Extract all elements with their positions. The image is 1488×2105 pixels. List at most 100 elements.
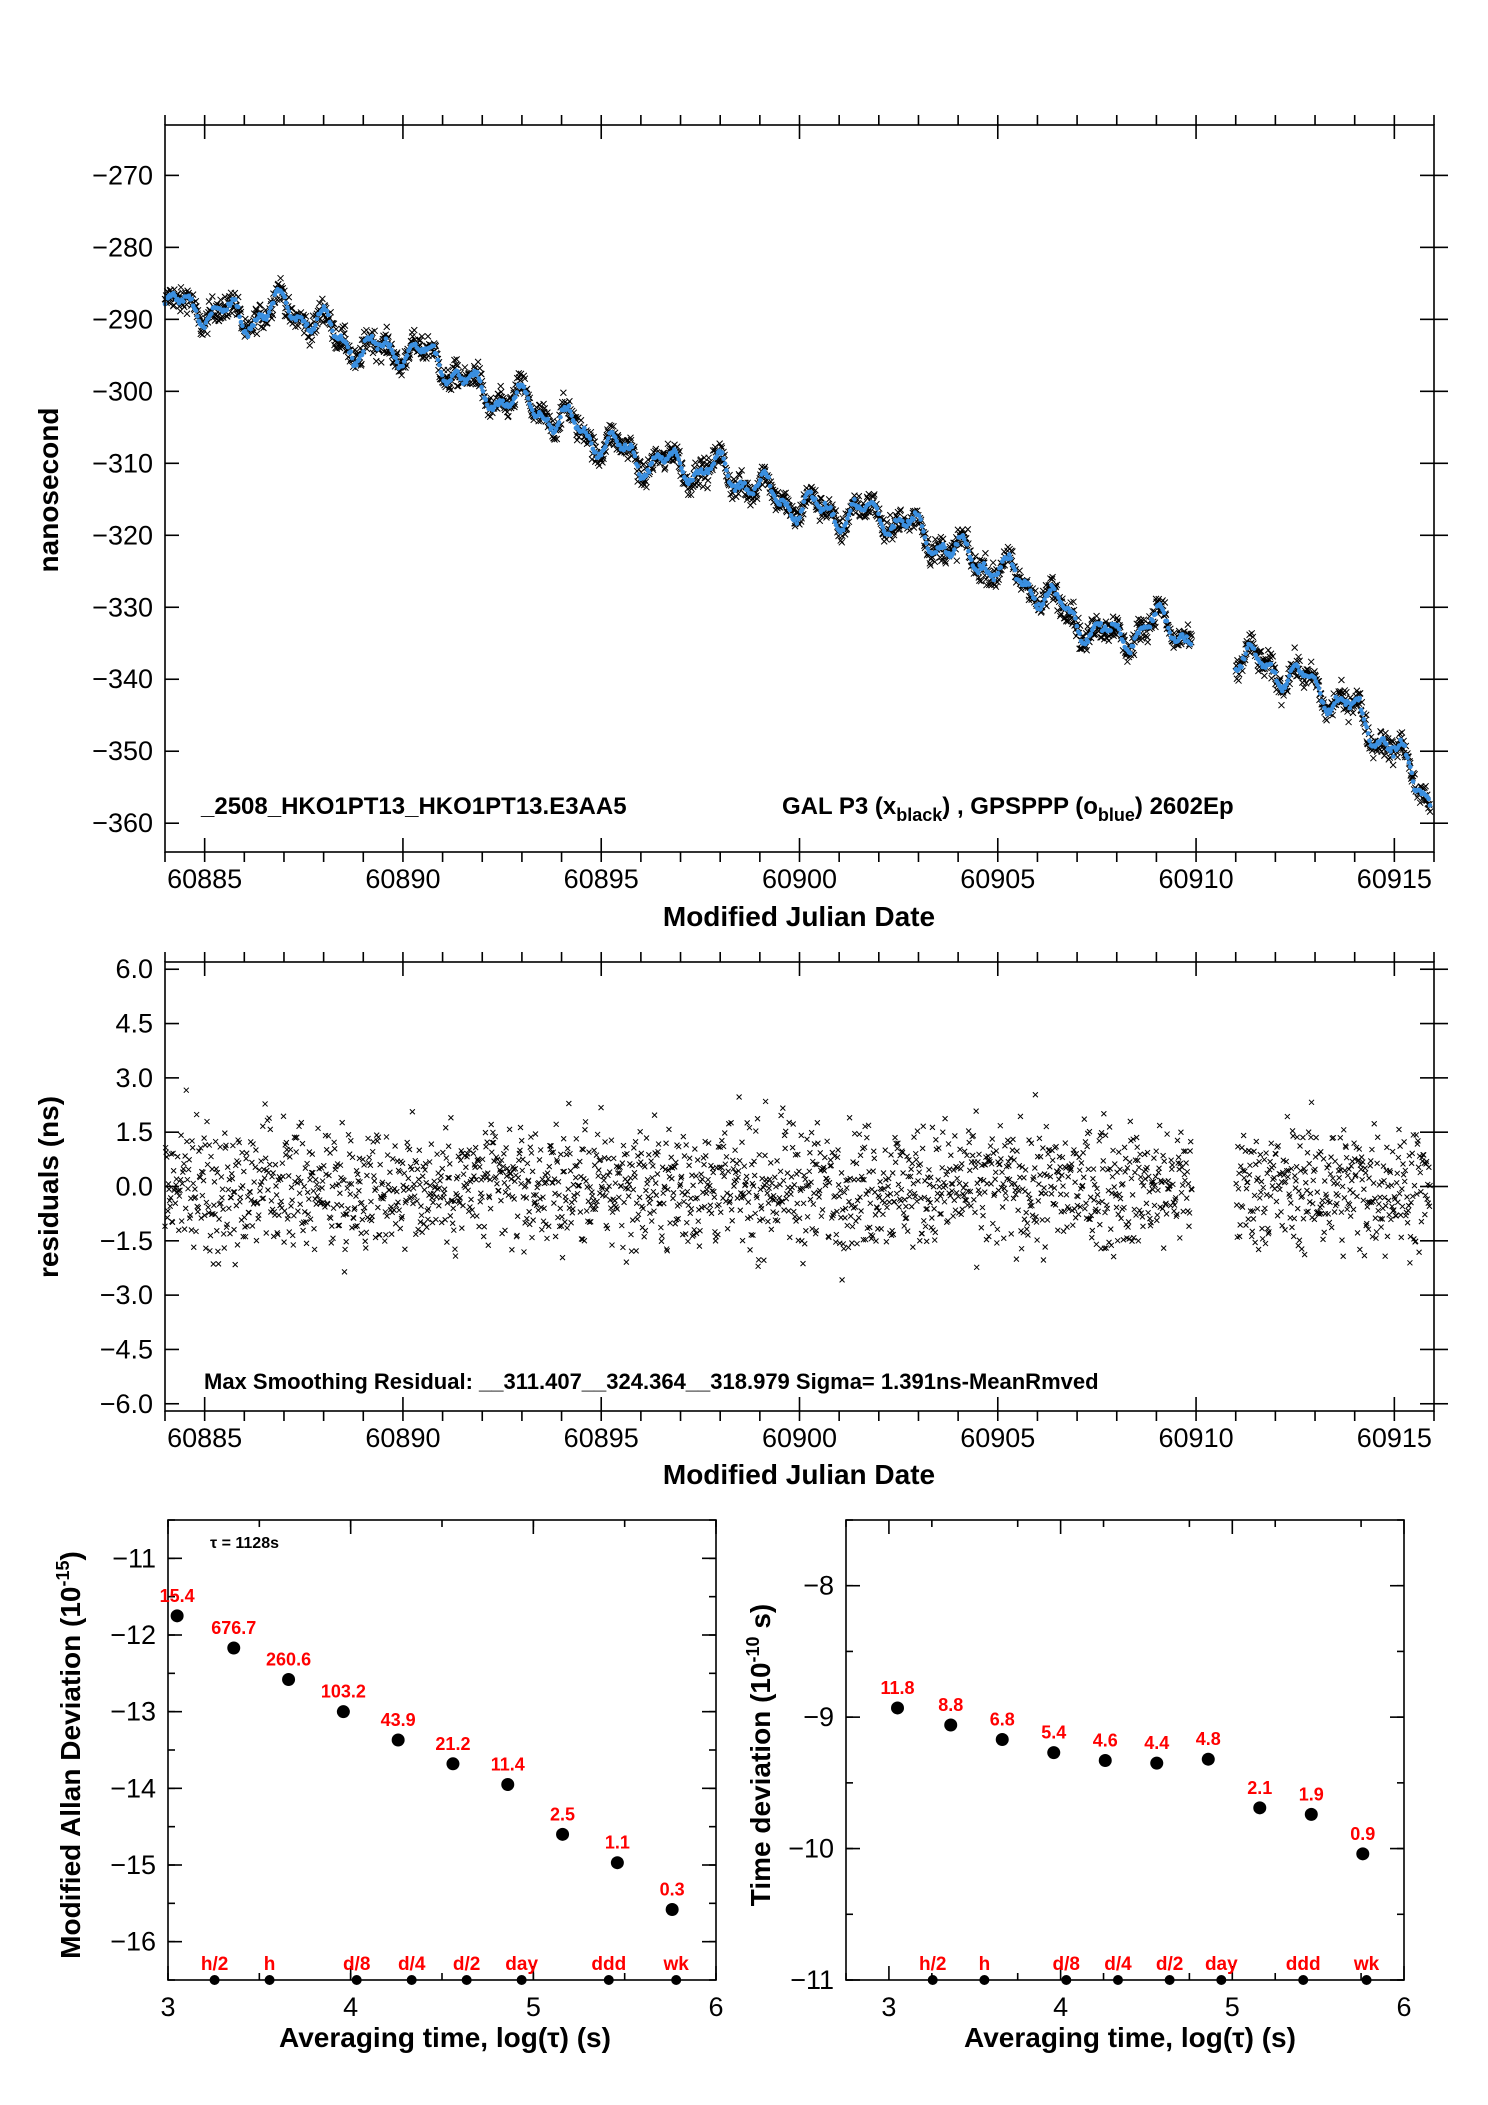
residual-point [983,1236,990,1243]
gpsppp-point [1147,624,1153,630]
residual-point [896,1204,902,1210]
gpsppp-point [794,521,800,526]
residual-point [989,1136,996,1142]
gal-p3-point [1144,638,1152,646]
residual-point [852,1204,859,1210]
gal-p3-point [1338,676,1345,684]
residual-point [315,1125,321,1132]
gal-p3-point [982,549,989,557]
gal-p3-point [1067,614,1075,622]
gpsppp-point [847,508,853,514]
gal-p3-point [577,416,585,424]
residual-point [225,1186,232,1193]
residual-point [1086,1128,1093,1135]
residual-point [366,1154,373,1161]
residual-point [1028,1140,1035,1147]
residual-point [849,1223,856,1230]
gpsppp-point [193,308,199,313]
residual-point [1023,1226,1030,1232]
residual-point [755,1256,762,1263]
gpsppp-point [480,389,486,394]
residual-point [381,1238,388,1244]
gpsppp-point [1161,610,1167,616]
gpsppp-point [324,308,330,314]
residual-point [1063,1191,1070,1198]
gal-p3-point [790,506,798,514]
residual-point [763,1180,770,1186]
residual-point [652,1180,659,1186]
residual-point [836,1193,843,1200]
residual-point [616,1194,622,1201]
phase-legend-text: GAL P3 (xblack) , GPSPPP (oblue) 2602Ep [782,793,1234,825]
residual-point [288,1184,295,1191]
gal-p3-point [505,412,512,420]
residual-point [384,1152,391,1158]
residual-point [544,1235,550,1242]
residual-point [445,1143,452,1150]
gpsppp-point [1295,664,1301,669]
residual-point [305,1196,312,1202]
gpsppp-point [1360,711,1365,716]
residual-point [303,1240,310,1247]
gpsppp-point [750,491,756,497]
residual-point [314,1181,320,1188]
residual-point [801,1240,808,1247]
residual-point [681,1198,687,1205]
gal-p3-point [294,322,302,330]
gal-p3-point [866,509,874,516]
residual-point [1174,1137,1181,1144]
legend-sub-blue: blue [1098,805,1135,825]
residual-point [958,1161,965,1167]
residual-point [811,1190,817,1197]
residual-point [585,1198,592,1205]
residual-point [1139,1214,1146,1220]
gpsppp-point [1285,678,1291,683]
residual-point [263,1230,270,1236]
gal-p3-point [447,386,455,394]
gal-p3-point [607,422,615,430]
residual-point [658,1238,665,1245]
residual-point [586,1149,592,1156]
residual-point [411,1193,418,1200]
residual-point [710,1169,717,1176]
residual-point [1017,1113,1024,1120]
residual-point [273,1183,279,1189]
gpsppp-point [659,454,665,460]
residual-point [207,1232,214,1239]
gpsppp-point [265,313,271,319]
residual-point [488,1121,495,1128]
residual-point [973,1108,979,1114]
residual-point [625,1193,632,1199]
residual-point [193,1228,199,1235]
residual-point [771,1174,778,1181]
gal-p3-point [204,330,211,338]
gpsppp-point [767,483,773,489]
residual-point [857,1152,864,1159]
residual-point [221,1130,228,1137]
residual-point [1085,1166,1092,1173]
residual-point [213,1227,220,1234]
residual-point [796,1168,802,1175]
gal-p3-point [841,531,849,538]
residual-point [328,1240,335,1246]
gal-p3-point [1257,647,1265,655]
residual-point [931,1205,937,1212]
gpsppp-point [923,540,929,546]
residual-point [582,1126,588,1133]
gpsppp-point [721,456,726,461]
residual-point [908,1166,914,1173]
residual-point [927,1174,934,1181]
residual-point [851,1130,858,1137]
residual-point [815,1140,821,1147]
residual-point [777,1168,784,1175]
gpsppp-point [500,398,506,403]
gpsppp-point [874,506,880,511]
residual-point [517,1147,523,1154]
gpsppp-point [195,314,200,319]
gal-p3-point [939,535,947,543]
residual-point [399,1160,406,1167]
gpsppp-point [189,296,195,302]
residual-point [1024,1220,1031,1227]
residual-point [1065,1173,1072,1180]
gpsppp-point [349,355,355,361]
